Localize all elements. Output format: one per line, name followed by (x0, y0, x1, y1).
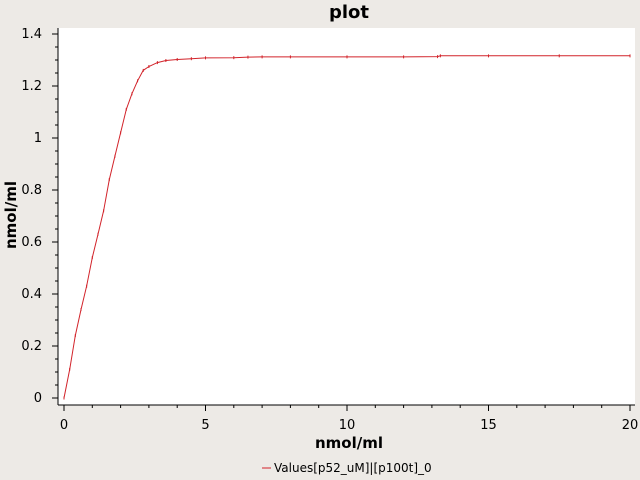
y-tick-label: 0 (34, 391, 42, 406)
x-tick-label: 0 (60, 418, 68, 433)
y-tick-label: 0.6 (21, 235, 42, 250)
chart-title: plot (329, 2, 369, 23)
y-tick-label: 0.2 (21, 339, 42, 354)
x-tick-label: 5 (201, 418, 209, 433)
y-axis-label: nmol/ml (2, 181, 20, 249)
x-axis-label: nmol/ml (315, 434, 383, 452)
series-group (63, 54, 631, 400)
plot-area (58, 28, 635, 405)
y-tick-label: 1.4 (21, 27, 42, 42)
series-line-0 (63, 55, 630, 399)
x-tick-label: 15 (480, 418, 497, 433)
x-tick-label: 10 (339, 418, 356, 433)
legend-label: Values[p52_uM]|[p100t]_0 (274, 461, 432, 475)
y-tick-label: 0.8 (21, 183, 42, 198)
y-tick-label: 0.4 (21, 287, 42, 302)
y-tick-label: 1.2 (21, 79, 42, 94)
axis-ticks: 0 0.2 0.4 0.6 0.8 1 1.2 1.4 0 5 10 15 20 (21, 27, 638, 433)
x-tick-label: 20 (622, 418, 639, 433)
y-tick-label: 1 (34, 131, 42, 146)
